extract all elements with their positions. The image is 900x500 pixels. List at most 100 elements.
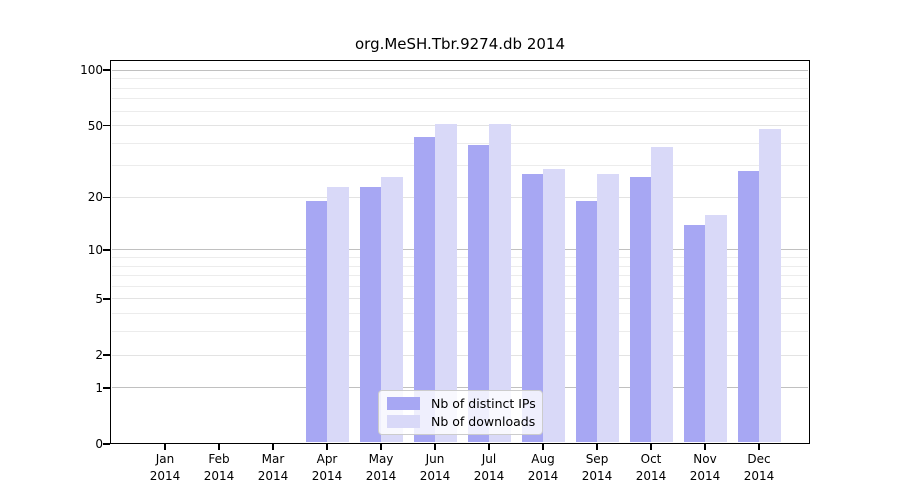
x-axis-label-year: 2014: [365, 468, 397, 483]
x-axis-label-year: 2014: [419, 468, 451, 483]
y-axis-label: 1: [95, 380, 103, 395]
bar-distinct-ips: [467, 145, 489, 443]
y-axis-label: 100: [80, 63, 103, 78]
bar-distinct-ips: [359, 186, 381, 443]
x-axis-label: Jan 2014: [138, 451, 192, 484]
y-axis-label: 0: [95, 437, 103, 451]
x-axis-label-month: Nov: [693, 452, 717, 466]
x-axis-label-year: 2014: [527, 468, 559, 483]
x-axis-tick: [704, 444, 706, 450]
gridline-minor: [112, 87, 808, 89]
bar-downloads: [705, 214, 727, 443]
x-axis-label-month: Aug: [531, 452, 555, 466]
chart-title: org.MeSH.Tbr.9274.db 2014: [354, 35, 565, 53]
gridline-minor: [112, 275, 808, 277]
bar-downloads: [597, 174, 619, 443]
x-axis-tick: [758, 444, 760, 450]
x-axis-label-month: Dec: [747, 452, 771, 466]
bar-distinct-ips: [521, 174, 543, 443]
x-axis-label-year: 2014: [689, 468, 721, 483]
y-axis-label: 50: [87, 118, 103, 133]
y-axis-label: 2: [95, 348, 103, 362]
x-axis-label: Jun 2014: [408, 451, 462, 484]
x-axis-label: Apr 2014: [300, 451, 354, 484]
gridline-minor: [112, 142, 808, 144]
bar-distinct-ips: [305, 201, 327, 443]
gridline-minor: [112, 110, 808, 112]
legend-label: Nb of downloads: [431, 414, 536, 429]
x-axis-label: Jul 2014: [462, 451, 516, 484]
x-axis-label-month: Jan: [155, 452, 175, 466]
x-axis-label-year: 2014: [743, 468, 775, 483]
x-axis-tick: [380, 444, 382, 450]
gridline-minor: [112, 256, 808, 258]
x-axis-tick: [218, 444, 220, 450]
y-axis-tick: [103, 354, 110, 356]
gridline-minor: [112, 265, 808, 267]
x-axis-label-year: 2014: [581, 468, 613, 483]
gridline-minor: [112, 313, 808, 315]
x-axis-label: Feb 2014: [192, 451, 246, 484]
gridline-minor: [112, 78, 808, 80]
legend-row: Nb of distinct IPs: [387, 396, 536, 411]
x-axis-label: Mar 2014: [246, 451, 300, 484]
legend: Nb of distinct IPs Nb of downloads: [378, 390, 543, 435]
x-axis-label: Aug 2014: [516, 451, 570, 484]
gridline-minor: [112, 285, 808, 287]
bar-downloads: [759, 128, 781, 443]
bar-distinct-ips: [413, 137, 435, 443]
gridline-major: [112, 69, 808, 71]
bar-downloads: [381, 177, 403, 443]
x-axis-tick: [272, 444, 274, 450]
legend-row: Nb of downloads: [387, 414, 536, 429]
bar-downloads: [651, 147, 673, 443]
bar-downloads: [327, 186, 349, 443]
x-axis-label-month: Sep: [585, 452, 609, 466]
gridline-major: [112, 387, 808, 389]
x-axis-label-year: 2014: [473, 468, 505, 483]
y-axis-label: 5: [95, 291, 103, 306]
y-axis-label: 10: [87, 242, 103, 257]
gridline-minor: [112, 331, 808, 333]
x-axis-label-year: 2014: [635, 468, 667, 483]
x-axis-label: Sep 2014: [570, 451, 624, 484]
y-axis-tick: [103, 249, 110, 251]
x-axis-label-month: Apr: [316, 452, 338, 466]
bar-distinct-ips: [575, 201, 597, 443]
legend-label: Nb of distinct IPs: [431, 396, 536, 411]
x-axis-tick: [164, 444, 166, 450]
y-axis-tick: [103, 196, 110, 199]
x-axis-tick: [542, 444, 544, 450]
x-axis-label-year: 2014: [203, 468, 235, 483]
x-axis-tick: [488, 444, 490, 450]
bar-downloads: [489, 123, 511, 443]
x-axis-label-month: Jul: [481, 452, 497, 466]
y-axis-label: 20: [87, 190, 103, 205]
bar-distinct-ips: [737, 171, 759, 443]
x-axis-tick: [434, 444, 436, 450]
x-axis-label-year: 2014: [311, 468, 343, 483]
gridline-major: [112, 125, 808, 127]
gridline-major: [112, 298, 808, 300]
x-axis-label-month: Feb: [208, 452, 230, 466]
bar-downloads: [435, 123, 457, 443]
y-axis-tick: [103, 298, 110, 300]
x-axis-label-year: 2014: [149, 468, 181, 483]
x-axis-label: Dec 2014: [732, 451, 786, 484]
gridline-major: [112, 354, 808, 356]
y-axis-tick: [103, 69, 110, 71]
bar-distinct-ips: [683, 224, 705, 443]
gridline-major: [112, 249, 808, 251]
gridline-minor: [112, 98, 808, 100]
x-axis-tick: [596, 444, 598, 450]
y-axis-tick: [103, 124, 110, 127]
y-axis-tick: [103, 443, 110, 445]
gridline-minor: [112, 165, 808, 167]
x-axis-label-month: Oct: [640, 452, 662, 466]
x-axis-tick: [326, 444, 328, 450]
x-axis-tick: [650, 444, 652, 450]
gridline-major: [112, 196, 808, 198]
x-axis-label: Oct 2014: [624, 451, 678, 484]
bar-distinct-ips: [629, 177, 651, 443]
